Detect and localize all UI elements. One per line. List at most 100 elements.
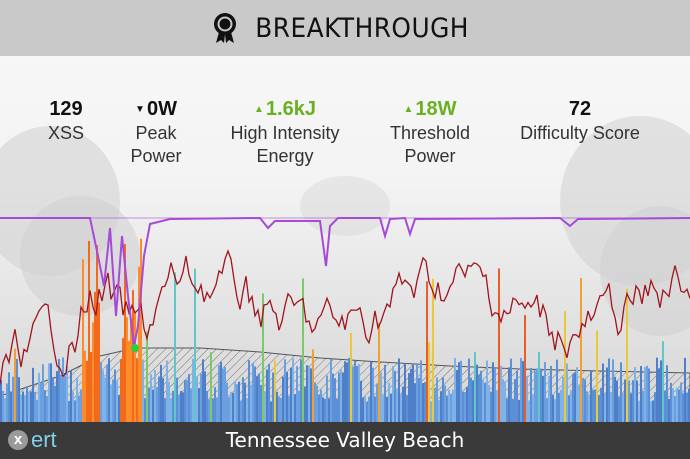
xert-logo: x ert <box>8 427 57 453</box>
stat-label: Power <box>130 146 182 166</box>
power-bar <box>386 396 388 422</box>
power-bar <box>8 372 10 422</box>
logo-text: ert <box>31 427 57 452</box>
power-bar <box>404 363 406 422</box>
footer-bar: x ert Tennessee Valley Beach <box>0 422 690 459</box>
power-bar <box>86 360 88 422</box>
power-bar <box>452 389 454 422</box>
power-bar <box>684 357 686 422</box>
power-bar <box>528 400 530 422</box>
power-bar <box>2 391 4 422</box>
power-bar <box>588 394 590 422</box>
power-bar <box>512 398 514 422</box>
stat-threshold-power: ▲ 18W Threshold Power <box>390 96 470 168</box>
power-bar <box>654 392 656 422</box>
power-bar <box>612 359 614 422</box>
power-bar <box>432 278 434 422</box>
power-bar <box>264 391 266 422</box>
power-bar <box>46 396 48 422</box>
power-bar <box>362 397 364 422</box>
power-bar <box>590 370 592 422</box>
power-bar <box>174 272 176 422</box>
power-bar <box>370 361 372 422</box>
power-bar <box>598 394 600 422</box>
power-bar <box>534 370 536 422</box>
power-bar <box>226 382 228 422</box>
power-bar <box>26 386 28 422</box>
power-bar <box>544 361 546 422</box>
power-bar <box>192 358 194 422</box>
power-bar <box>668 399 670 422</box>
power-bar <box>402 386 404 422</box>
power-bar <box>338 372 340 422</box>
power-bar <box>380 372 382 422</box>
power-bar <box>42 364 44 422</box>
power-bar <box>204 371 206 422</box>
power-bar <box>228 397 230 422</box>
power-bar <box>552 395 554 422</box>
power-bar <box>516 370 518 422</box>
power-bar <box>352 366 354 422</box>
power-bar <box>194 268 196 422</box>
power-bar <box>112 379 114 422</box>
power-bar <box>314 382 316 422</box>
power-bar <box>214 387 216 422</box>
power-bar <box>332 373 334 422</box>
power-bar <box>88 241 90 422</box>
power-bar <box>610 391 612 422</box>
stat-peak-power: ▼ 0W Peak Power <box>130 96 181 168</box>
power-bar <box>600 387 602 422</box>
power-bar <box>366 401 368 422</box>
power-bar <box>474 352 476 422</box>
power-bar <box>36 399 38 422</box>
power-bar <box>470 377 472 422</box>
power-bar <box>498 268 500 422</box>
power-bar <box>360 380 362 422</box>
power-bar <box>418 377 420 422</box>
power-bar <box>462 391 464 422</box>
power-bar <box>272 372 274 422</box>
power-bar <box>318 394 320 422</box>
power-bar <box>104 377 106 422</box>
power-bar <box>90 351 92 422</box>
stat-value: ▲ 18W <box>403 97 457 120</box>
power-bar <box>682 393 684 422</box>
power-bar <box>6 383 8 422</box>
power-bar <box>414 383 416 422</box>
power-bar <box>58 358 60 422</box>
power-bar <box>560 389 562 422</box>
power-bar <box>634 367 636 422</box>
power-bar <box>34 391 36 422</box>
stat-label: Power <box>404 146 456 166</box>
power-bar <box>662 341 664 422</box>
power-bar <box>76 377 78 422</box>
power-bar <box>290 367 292 422</box>
power-bar <box>52 377 54 422</box>
power-bar <box>120 359 122 422</box>
power-bar <box>308 365 310 422</box>
power-bar <box>540 368 542 422</box>
power-bar <box>274 360 276 422</box>
power-bar <box>118 395 120 422</box>
power-bar <box>154 370 156 422</box>
up-arrow-icon: ▲ <box>254 103 264 115</box>
power-bar <box>116 380 118 422</box>
power-bar <box>674 395 676 422</box>
power-bar <box>242 377 244 422</box>
power-bar <box>444 385 446 422</box>
power-bar <box>356 366 358 422</box>
power-bar <box>556 359 558 422</box>
power-bar <box>496 390 498 422</box>
power-bar <box>146 331 148 422</box>
power-bar <box>180 391 182 422</box>
power-bar <box>12 376 14 422</box>
logo-mark: x <box>8 430 28 450</box>
power-bar <box>500 365 502 422</box>
power-bar <box>680 382 682 422</box>
power-bar <box>28 391 30 422</box>
power-bar <box>554 399 556 422</box>
power-bar <box>378 322 380 422</box>
power-bar <box>492 362 494 422</box>
power-bar <box>188 374 190 422</box>
power-bar <box>330 359 332 422</box>
